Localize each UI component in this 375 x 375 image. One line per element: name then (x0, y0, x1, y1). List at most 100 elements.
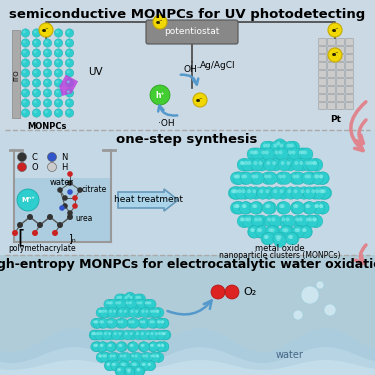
Circle shape (239, 202, 252, 214)
Text: one-step synthesis: one-step synthesis (116, 133, 258, 146)
Circle shape (17, 189, 39, 211)
Circle shape (233, 202, 246, 214)
Circle shape (145, 361, 155, 370)
Circle shape (260, 189, 263, 193)
Circle shape (263, 144, 267, 148)
FancyBboxPatch shape (328, 102, 335, 110)
Circle shape (130, 344, 134, 347)
FancyArrowPatch shape (355, 245, 366, 263)
Circle shape (158, 320, 161, 324)
Circle shape (272, 217, 275, 222)
Circle shape (45, 110, 48, 113)
Circle shape (316, 187, 328, 199)
Circle shape (298, 150, 303, 154)
Circle shape (141, 332, 144, 335)
FancyBboxPatch shape (346, 70, 353, 78)
Circle shape (161, 320, 164, 324)
Circle shape (294, 189, 297, 193)
Circle shape (286, 161, 291, 165)
Circle shape (116, 342, 126, 352)
Circle shape (302, 172, 314, 184)
Circle shape (231, 189, 235, 193)
FancyBboxPatch shape (0, 0, 375, 130)
Circle shape (118, 344, 121, 347)
Circle shape (67, 171, 73, 177)
Circle shape (309, 215, 322, 228)
Circle shape (123, 354, 126, 357)
Circle shape (153, 308, 163, 318)
Circle shape (139, 308, 149, 318)
Circle shape (34, 40, 37, 43)
Circle shape (294, 226, 306, 238)
Circle shape (118, 361, 129, 370)
Circle shape (132, 361, 141, 370)
Circle shape (156, 354, 159, 357)
Circle shape (18, 153, 27, 162)
Circle shape (241, 172, 253, 184)
Circle shape (283, 215, 296, 228)
Circle shape (94, 330, 104, 340)
FancyBboxPatch shape (319, 46, 326, 54)
Circle shape (106, 330, 116, 340)
Circle shape (314, 174, 318, 178)
Circle shape (258, 161, 262, 165)
Circle shape (67, 70, 70, 73)
Circle shape (133, 294, 143, 304)
Circle shape (249, 172, 261, 184)
Circle shape (94, 320, 98, 324)
Circle shape (161, 344, 164, 347)
Circle shape (292, 215, 305, 228)
Circle shape (118, 332, 122, 335)
Circle shape (242, 189, 246, 193)
Circle shape (235, 187, 248, 199)
Circle shape (138, 296, 141, 299)
FancyBboxPatch shape (12, 30, 20, 118)
Circle shape (282, 228, 286, 232)
Circle shape (65, 99, 74, 107)
Circle shape (316, 202, 329, 214)
Circle shape (32, 69, 41, 77)
FancyBboxPatch shape (328, 54, 335, 62)
Circle shape (298, 187, 310, 199)
Circle shape (296, 174, 300, 178)
Text: metal oxide: metal oxide (255, 244, 305, 253)
Circle shape (67, 50, 70, 53)
Circle shape (251, 174, 255, 178)
Circle shape (110, 352, 120, 362)
Circle shape (313, 172, 325, 184)
Circle shape (287, 189, 291, 193)
FancyBboxPatch shape (146, 20, 238, 44)
Circle shape (67, 60, 70, 63)
Circle shape (107, 320, 110, 324)
Circle shape (160, 330, 170, 340)
Circle shape (146, 310, 148, 313)
Circle shape (302, 228, 306, 232)
Circle shape (97, 318, 107, 328)
Circle shape (238, 159, 251, 171)
Circle shape (91, 332, 94, 335)
Circle shape (143, 363, 146, 366)
Circle shape (105, 318, 115, 328)
Circle shape (286, 232, 299, 245)
Circle shape (263, 141, 276, 154)
Circle shape (157, 320, 160, 324)
Circle shape (271, 141, 283, 154)
Circle shape (285, 148, 298, 160)
Circle shape (308, 217, 312, 222)
Circle shape (264, 235, 268, 239)
Circle shape (148, 352, 158, 362)
Circle shape (147, 318, 157, 328)
Circle shape (67, 40, 70, 43)
Circle shape (280, 161, 285, 165)
Circle shape (264, 215, 277, 228)
Circle shape (135, 366, 145, 375)
Circle shape (290, 172, 302, 184)
FancyBboxPatch shape (337, 39, 344, 45)
Circle shape (146, 301, 150, 304)
Circle shape (107, 308, 117, 318)
Circle shape (292, 150, 296, 154)
Circle shape (54, 109, 63, 117)
Circle shape (32, 89, 41, 97)
Circle shape (128, 330, 138, 340)
Circle shape (228, 187, 241, 199)
